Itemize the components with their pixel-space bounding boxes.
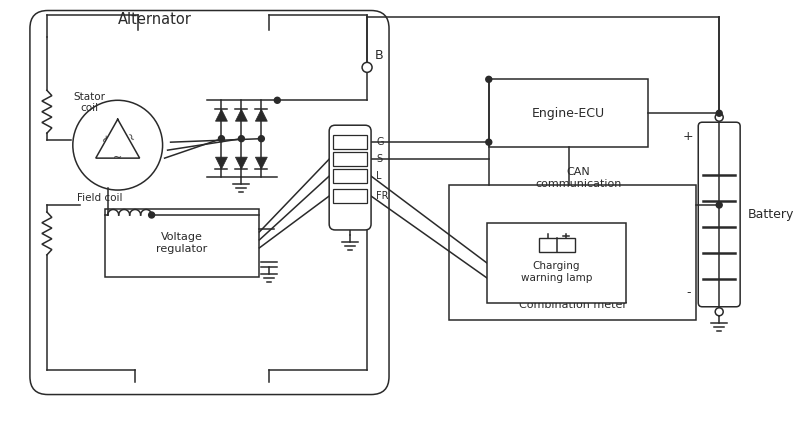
Text: Battery: Battery bbox=[748, 208, 795, 221]
Circle shape bbox=[258, 136, 264, 142]
Polygon shape bbox=[255, 157, 267, 169]
Circle shape bbox=[149, 212, 155, 218]
Text: Engine-ECU: Engine-ECU bbox=[532, 107, 605, 120]
Bar bbox=[333, 189, 367, 203]
Text: ~: ~ bbox=[113, 153, 122, 163]
FancyBboxPatch shape bbox=[698, 122, 740, 307]
Text: G: G bbox=[376, 137, 383, 147]
Polygon shape bbox=[216, 157, 228, 169]
Text: L: L bbox=[376, 171, 382, 181]
Circle shape bbox=[485, 76, 492, 82]
Bar bbox=[487, 223, 626, 303]
Circle shape bbox=[362, 62, 372, 72]
Circle shape bbox=[275, 97, 280, 103]
Polygon shape bbox=[235, 157, 247, 169]
Text: Voltage
regulator: Voltage regulator bbox=[156, 232, 208, 254]
Bar bbox=[489, 79, 648, 147]
Bar bbox=[333, 169, 367, 183]
Bar bbox=[449, 185, 696, 320]
Text: CAN
communication: CAN communication bbox=[535, 167, 621, 189]
Text: ~: ~ bbox=[123, 132, 136, 144]
Text: Combination meter: Combination meter bbox=[518, 300, 626, 310]
Circle shape bbox=[238, 136, 245, 142]
Bar bbox=[539, 238, 575, 252]
Text: Alternator: Alternator bbox=[118, 12, 192, 28]
Bar bbox=[333, 152, 367, 166]
Circle shape bbox=[218, 136, 225, 142]
Text: +: + bbox=[683, 130, 694, 143]
Text: Stator
coil: Stator coil bbox=[74, 92, 105, 113]
FancyBboxPatch shape bbox=[30, 11, 389, 394]
Circle shape bbox=[715, 308, 723, 316]
Polygon shape bbox=[216, 109, 228, 121]
Circle shape bbox=[716, 202, 722, 208]
Text: +: + bbox=[561, 240, 570, 250]
Text: FR: FR bbox=[376, 191, 389, 201]
Text: Field coil: Field coil bbox=[77, 193, 122, 203]
FancyBboxPatch shape bbox=[329, 125, 371, 230]
Text: Charging
warning lamp: Charging warning lamp bbox=[521, 261, 592, 283]
Bar bbox=[333, 135, 367, 149]
Bar bbox=[105, 209, 259, 277]
Polygon shape bbox=[235, 109, 247, 121]
Text: ~: ~ bbox=[99, 132, 113, 144]
Text: B: B bbox=[375, 49, 384, 62]
Circle shape bbox=[715, 113, 723, 121]
Circle shape bbox=[716, 110, 722, 116]
Circle shape bbox=[485, 139, 492, 145]
Polygon shape bbox=[255, 109, 267, 121]
Text: S: S bbox=[376, 154, 382, 164]
Text: -: - bbox=[546, 240, 550, 250]
Text: -: - bbox=[686, 286, 691, 299]
